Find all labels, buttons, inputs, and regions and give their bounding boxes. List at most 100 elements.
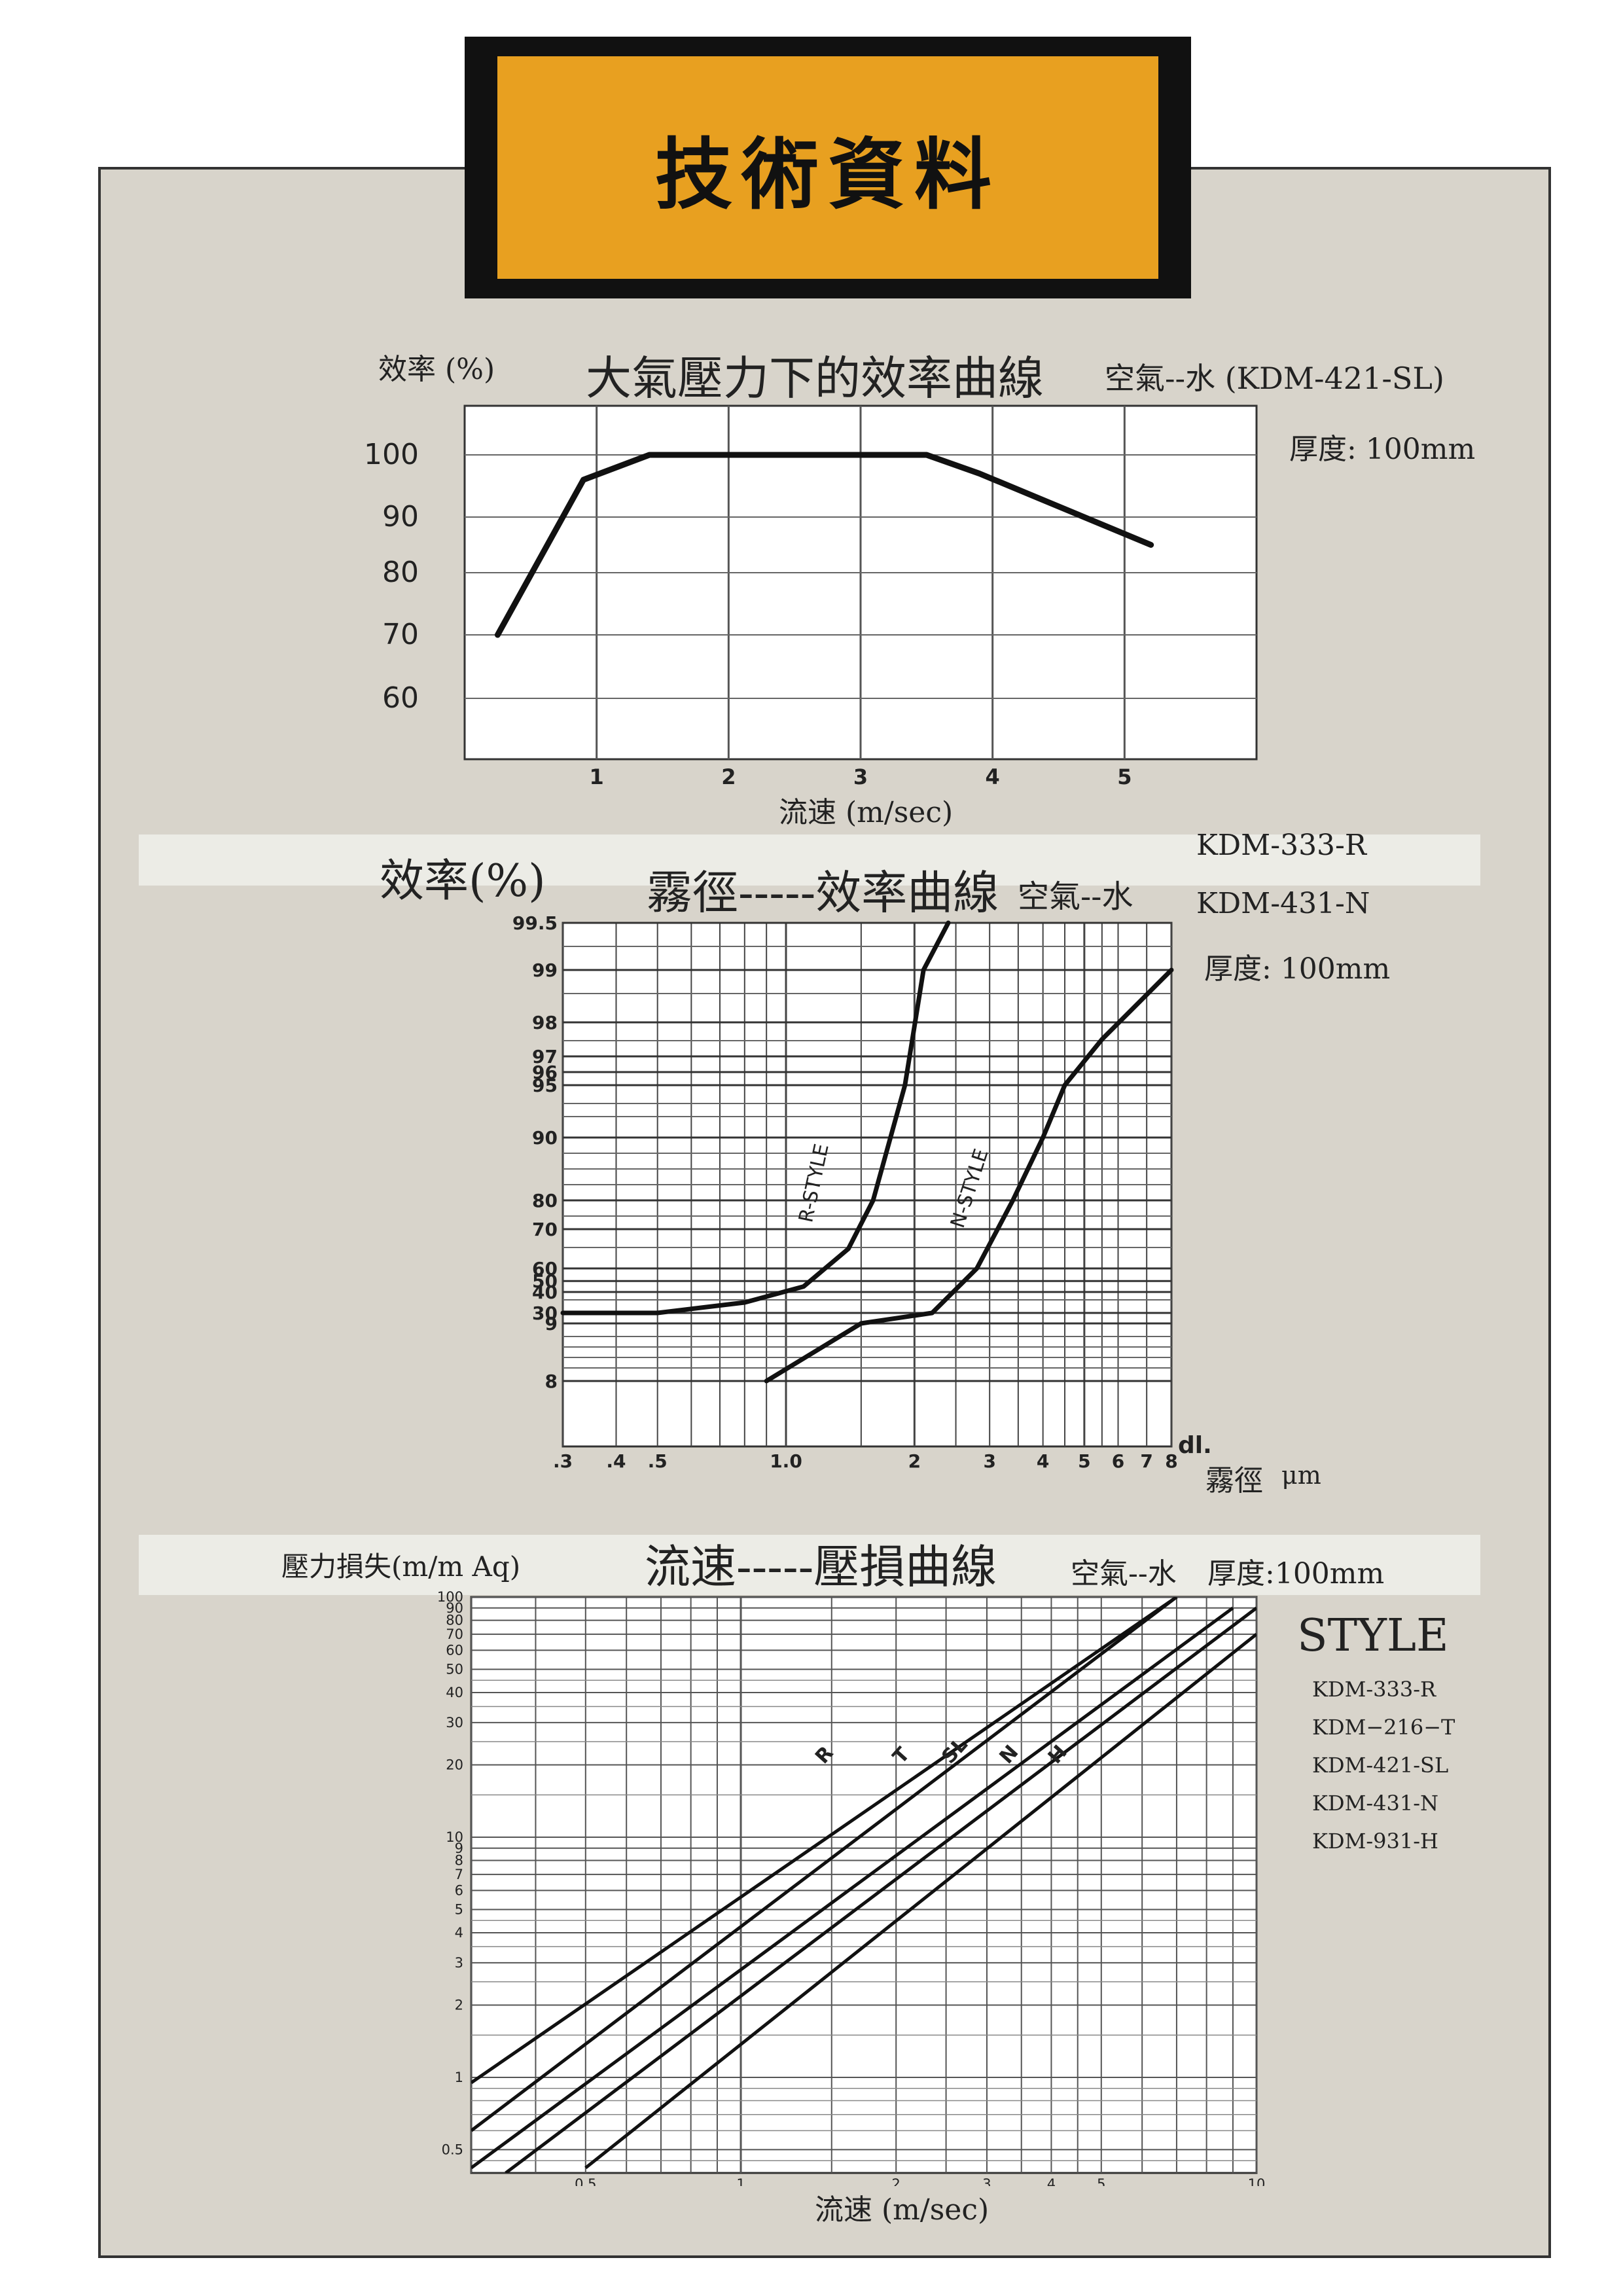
banner-title: 技術資料 bbox=[654, 129, 1001, 220]
chart2-ytick-label: 70 bbox=[532, 1219, 558, 1240]
chart1-xtick-label: 2 bbox=[721, 764, 736, 789]
chart1-ytick-label: 100 bbox=[364, 438, 419, 471]
chart1-thickness: 厚度: 100mm bbox=[1289, 433, 1476, 466]
chart2-xtick-label: .5 bbox=[648, 1450, 668, 1472]
chart3-ytick-label: 5 bbox=[455, 1901, 463, 1917]
chart1-xtick-label: 1 bbox=[590, 764, 604, 789]
chart3-xtick-label: 1 bbox=[736, 2176, 745, 2186]
chart3-style-4: KDM-431-N bbox=[1312, 1791, 1439, 1816]
chart2-xunit: μm bbox=[1281, 1461, 1321, 1490]
chart2-xtick-label: 3 bbox=[983, 1450, 995, 1472]
chart2-ytick-label: 8 bbox=[545, 1371, 558, 1392]
chart2-xtick-label: 5 bbox=[1078, 1450, 1090, 1472]
title-banner-plate: 技術資料 bbox=[497, 56, 1158, 279]
chart3-ytick-label: 6 bbox=[455, 1882, 463, 1898]
chart3-xtick-label: 0.5 bbox=[575, 2176, 596, 2186]
chart1-xtick-label: 5 bbox=[1117, 764, 1132, 789]
chart3-ytick-label: 40 bbox=[446, 1685, 463, 1700]
chart3-style-heading: STYLE bbox=[1297, 1610, 1449, 1662]
chart3-ytick-label: 20 bbox=[446, 1757, 463, 1773]
chart1-efficiency-line bbox=[494, 452, 1154, 638]
chart3-ytick-label: 4 bbox=[455, 1925, 463, 1941]
chart3-ytick-label: 3 bbox=[455, 1955, 463, 1971]
chart3-ytick-label: 2 bbox=[455, 1997, 463, 2013]
chart3-xtick-label: 3 bbox=[982, 2176, 991, 2186]
chart2-ytick-label: 98 bbox=[532, 1012, 558, 1033]
chart1-ylabel: 效率 (%) bbox=[378, 353, 495, 386]
chart2-ytick-label: 90 bbox=[532, 1127, 558, 1149]
chart1-xtick-label: 3 bbox=[853, 764, 868, 789]
chart3-style-5: KDM-931-H bbox=[1312, 1829, 1438, 1854]
chart2-subtitle: 空氣--水 bbox=[1018, 878, 1133, 915]
chart2-title: 霧徑-----效率曲線 bbox=[647, 866, 999, 920]
chart3-ytick-label: 70 bbox=[446, 1626, 463, 1642]
chart2-ytick-label: 30 bbox=[532, 1302, 558, 1324]
chart3-ytick-label: 7 bbox=[455, 1867, 463, 1882]
chart2-ytick-label: 97 bbox=[532, 1046, 558, 1067]
chart2-panel: 99.5 99 98 97 96 95 90 80 70 60 50 40 30 9 8.3.4.5 1.0 2… bbox=[497, 910, 1230, 1479]
chart3-ytick-label: 1 bbox=[455, 2070, 463, 2085]
chart2-xtick-label: 2 bbox=[908, 1450, 921, 1472]
chart2-xtick-label: .4 bbox=[606, 1450, 626, 1472]
chart3-subtitle: 空氣--水 bbox=[1071, 1557, 1177, 1590]
chart2-ytick-label: 95 bbox=[532, 1075, 558, 1096]
chart3-ytick-label: 90 bbox=[446, 1600, 463, 1616]
chart1-title: 大氣壓力下的效率曲線 bbox=[586, 351, 1044, 405]
chart2-model-2: KDM-431-N bbox=[1196, 887, 1370, 920]
chart1-xlabel: 流速 (m/sec) bbox=[779, 796, 954, 829]
chart3-plot-area bbox=[470, 1596, 1258, 2174]
chart1-xtick-label: 4 bbox=[986, 764, 1000, 789]
chart1-ytick-label: 70 bbox=[382, 618, 419, 651]
chart3-ytick-label: 0.5 bbox=[442, 2142, 463, 2157]
chart2-ylabel: 效率(%) bbox=[380, 855, 546, 907]
chart3-xtick-label: 2 bbox=[892, 2176, 901, 2186]
chart2-xtick-label: .3 bbox=[553, 1450, 573, 1472]
chart3-ylabel: 壓力損失(m/m Aq) bbox=[281, 1551, 521, 1583]
chart3-ytick-label: 100 bbox=[437, 1589, 463, 1605]
chart2-xaxis-end-label: dl. bbox=[1178, 1432, 1212, 1459]
chart3-style-1: KDM-333-R bbox=[1312, 1677, 1436, 1702]
chart2-xtick-label: 7 bbox=[1140, 1450, 1152, 1472]
title-banner: 技術資料 bbox=[465, 37, 1191, 298]
chart1-ytick-label: 80 bbox=[382, 556, 419, 589]
chart3-style-3: KDM-421-SL bbox=[1312, 1753, 1449, 1778]
chart3-thickness: 厚度:100mm bbox=[1207, 1557, 1385, 1590]
chart3-ytick-label: 80 bbox=[446, 1613, 463, 1628]
chart1-ytick-label: 90 bbox=[382, 500, 419, 533]
chart3-panel: 100 90 80 70 60 50 40 30 20 10 9 8 7 6 5 4 3 2 1 0.5 0.5 1 2 3 4… bbox=[406, 1584, 1276, 2192]
chart3-xtick-label: 5 bbox=[1097, 2176, 1105, 2186]
chart2-ytick-label: 80 bbox=[532, 1190, 558, 1211]
chart2-ytick-label: 99.5 bbox=[512, 912, 558, 934]
chart3-ytick-label: 9 bbox=[455, 1840, 463, 1856]
chart1-ytick-label: 60 bbox=[382, 681, 419, 715]
chart2-ytick-label: 99 bbox=[532, 960, 558, 981]
chart2-model-1: KDM-333-R bbox=[1196, 829, 1367, 862]
chart2-ytick-label: 40 bbox=[532, 1282, 558, 1303]
chart3-line-sl bbox=[471, 1606, 1234, 2170]
chart3-header-band bbox=[139, 1535, 1480, 1595]
chart3-xtick-label: 10 bbox=[1248, 2176, 1266, 2186]
chart3-title: 流速-----壓損曲線 bbox=[645, 1540, 997, 1594]
chart2-ytick-label: 9 bbox=[545, 1313, 558, 1335]
chart3-ytick-label: 10 bbox=[446, 1829, 463, 1845]
chart3-lines bbox=[471, 1597, 1257, 2173]
chart2-xlabel: 霧徑 bbox=[1205, 1464, 1263, 1498]
chart2-ytick-label: 96 bbox=[532, 1062, 558, 1083]
chart1-panel-svg: 100 90 80 70 60 1 2 3 4 5 bbox=[364, 404, 1258, 789]
chart3-ytick-label: 60 bbox=[446, 1642, 463, 1658]
chart2-xtick-label: 4 bbox=[1037, 1450, 1049, 1472]
chart3-line-n bbox=[505, 1606, 1257, 2173]
chart2-thickness: 厚度: 100mm bbox=[1204, 952, 1391, 986]
chart3-ytick-label: 8 bbox=[455, 1853, 463, 1869]
chart2-xtick-label: 1.0 bbox=[770, 1450, 802, 1472]
chart3-style-2: KDM−216−T bbox=[1312, 1715, 1455, 1740]
chart2-header-band bbox=[139, 834, 1480, 886]
chart3-line-r bbox=[471, 1597, 1178, 2085]
chart2-r-style-curve bbox=[560, 920, 951, 1316]
chart1-panel: 100 90 80 70 60 1 2 3 4 5 bbox=[360, 399, 1289, 792]
chart3-line-h bbox=[584, 1632, 1257, 2170]
chart2-ytick-label: 50 bbox=[532, 1270, 558, 1292]
chart3-line-t bbox=[471, 1597, 1178, 2132]
chart2-n-style-curve bbox=[764, 967, 1174, 1384]
